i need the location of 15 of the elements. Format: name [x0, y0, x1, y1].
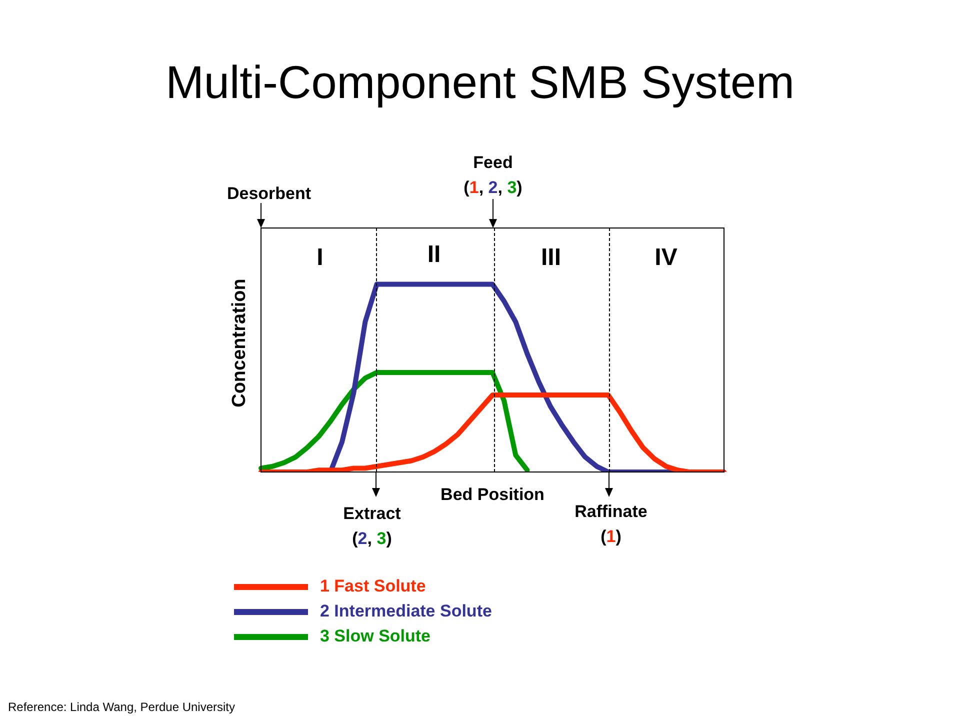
legend-label: 2 Intermediate Solute	[320, 602, 492, 621]
y-axis-title: Concentration	[229, 278, 250, 408]
x-axis-title: Bed Position	[440, 485, 544, 504]
text: II	[427, 240, 441, 270]
text: Desorbent	[226, 183, 312, 205]
text: Reference: Linda Wang, Perdue University	[8, 700, 236, 714]
text: Raffinate (1)	[574, 501, 648, 548]
text: Extract (2, 3)	[343, 503, 401, 550]
text: Feed (1, 2, 3)	[464, 152, 522, 199]
text: I	[316, 243, 324, 273]
legend-label: 3 Slow Solute	[320, 626, 431, 646]
legend-label: 1 Fast Solute	[320, 576, 426, 596]
chart-title: Multi-Component SMB System	[166, 56, 794, 108]
text: III	[540, 243, 562, 273]
text: IV	[654, 243, 678, 273]
